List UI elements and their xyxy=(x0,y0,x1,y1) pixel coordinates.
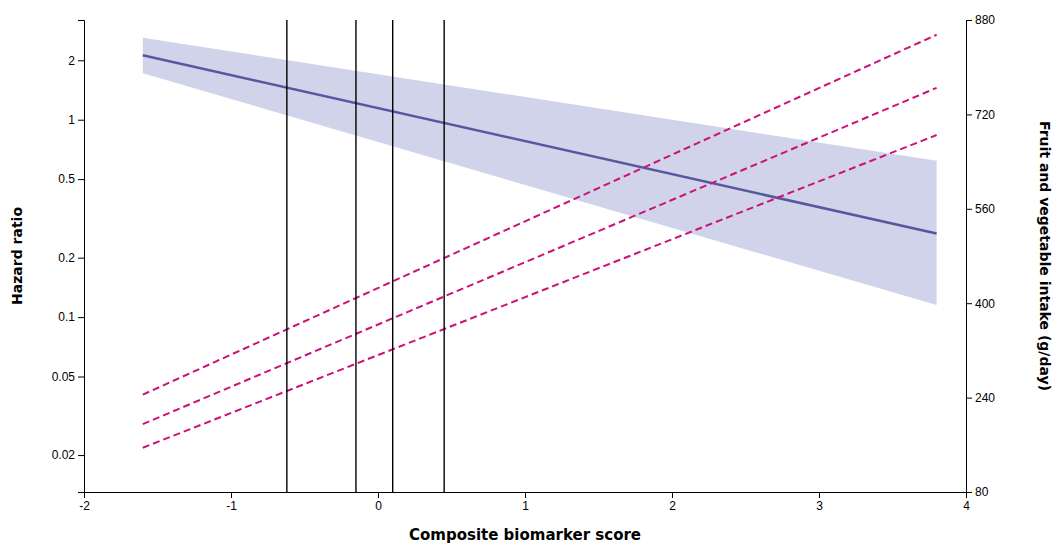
x-axis-tick-mark xyxy=(819,492,820,498)
intake-line xyxy=(143,35,937,395)
y2-axis-tick-mark xyxy=(966,398,972,399)
y-axis-tick: 0.1 xyxy=(58,310,84,324)
y2-axis-tick-label: 560 xyxy=(975,202,995,216)
y2-axis-tick-mark xyxy=(966,20,972,21)
y2-axis-tick: 880 xyxy=(966,13,995,27)
x-axis-tick: 4 xyxy=(963,492,970,513)
y-axis-tick-mark xyxy=(78,377,84,378)
x-axis-tick-mark xyxy=(231,492,232,498)
y-axis-tick: 2 xyxy=(68,54,84,68)
x-axis-tick-mark xyxy=(672,492,673,498)
y-axis-tick-label: 1 xyxy=(68,113,75,127)
hazard-line xyxy=(143,55,937,233)
x-axis-line xyxy=(85,493,967,499)
y-axis-tick-mark xyxy=(78,60,84,61)
y-axis-tick-mark xyxy=(78,317,84,318)
y-axis-tick-mark xyxy=(78,179,84,180)
x-axis-tick: -1 xyxy=(226,492,237,513)
y-axis-line xyxy=(78,21,85,493)
y-axis-tick-label: 0.02 xyxy=(52,448,76,462)
intake-line xyxy=(143,88,937,424)
chart: -2 -1 0 1 2 3 4 0.02 0.05 0.1 0.2 0.5 1 2 80 240 400 560 7… xyxy=(0,0,1058,558)
y-axis-tick-label: 2 xyxy=(68,54,75,68)
x-axis-tick-label: 2 xyxy=(669,499,676,513)
y-axis-title: Hazard ratio xyxy=(9,207,25,305)
ci-band xyxy=(143,38,937,305)
x-axis-tick-label: 4 xyxy=(963,499,970,513)
x-axis-tick: -2 xyxy=(79,492,90,513)
y2-axis-tick-mark xyxy=(966,114,972,115)
x-axis-tick-mark xyxy=(378,492,379,498)
y2-axis-tick-label: 80 xyxy=(975,485,989,499)
y2-axis-tick-label: 400 xyxy=(975,297,995,311)
intake-line xyxy=(143,135,937,448)
x-axis-tick-label: 1 xyxy=(522,499,529,513)
x-axis-tick-label: -2 xyxy=(79,499,90,513)
y2-axis-tick: 400 xyxy=(966,297,995,311)
x-axis-tick: 3 xyxy=(816,492,823,513)
y2-axis: 80 240 400 560 720 880 xyxy=(966,13,995,499)
y2-axis-tick: 560 xyxy=(966,202,995,216)
x-axis-tick-label: 3 xyxy=(816,499,823,513)
y-axis-tick: 0.02 xyxy=(52,448,84,462)
x-axis-tick-label: -1 xyxy=(226,499,237,513)
y2-axis-tick: 720 xyxy=(966,108,995,122)
y-axis-tick-mark xyxy=(78,120,84,121)
vertical-line xyxy=(443,20,444,492)
x-axis-title: Composite biomarker score xyxy=(409,526,641,544)
plot-area xyxy=(143,20,937,492)
y2-axis-tick-mark xyxy=(966,209,972,210)
y-axis: 0.02 0.05 0.1 0.2 0.5 1 2 xyxy=(52,21,85,493)
x-axis: -2 -1 0 1 2 3 4 xyxy=(79,492,970,513)
y2-axis-tick-label: 720 xyxy=(975,108,995,122)
x-axis-tick: 2 xyxy=(669,492,676,513)
vertical-line xyxy=(355,20,356,492)
y-axis-tick: 0.05 xyxy=(52,370,84,384)
y-axis-tick-mark xyxy=(78,455,84,456)
y2-axis-tick: 80 xyxy=(966,485,989,499)
y2-axis-tick-mark xyxy=(966,303,972,304)
y2-axis-tick-mark xyxy=(966,492,972,493)
y-axis-tick-label: 0.5 xyxy=(58,172,75,186)
y2-axis-tick-label: 240 xyxy=(975,391,995,405)
y-axis-tick-label: 0.05 xyxy=(52,370,76,384)
y-axis-tick-label: 0.2 xyxy=(58,251,75,265)
x-axis-tick-mark xyxy=(525,492,526,498)
y-axis-tick: 1 xyxy=(68,113,84,127)
x-axis-tick-label: 0 xyxy=(375,499,382,513)
vertical-line xyxy=(392,20,393,492)
y2-axis-title: Fruit and vegetable intake (g/day) xyxy=(1037,121,1053,391)
y2-axis-tick-label: 880 xyxy=(975,13,995,27)
x-axis-tick: 1 xyxy=(522,492,529,513)
y2-axis-line xyxy=(967,21,973,493)
y-axis-tick-mark xyxy=(78,258,84,259)
y-axis-tick-label: 0.1 xyxy=(58,310,75,324)
y2-axis-tick: 240 xyxy=(966,391,995,405)
y-axis-tick: 0.5 xyxy=(58,172,84,186)
x-axis-tick: 0 xyxy=(375,492,382,513)
vertical-line xyxy=(286,20,287,492)
y-axis-tick: 0.2 xyxy=(58,251,84,265)
